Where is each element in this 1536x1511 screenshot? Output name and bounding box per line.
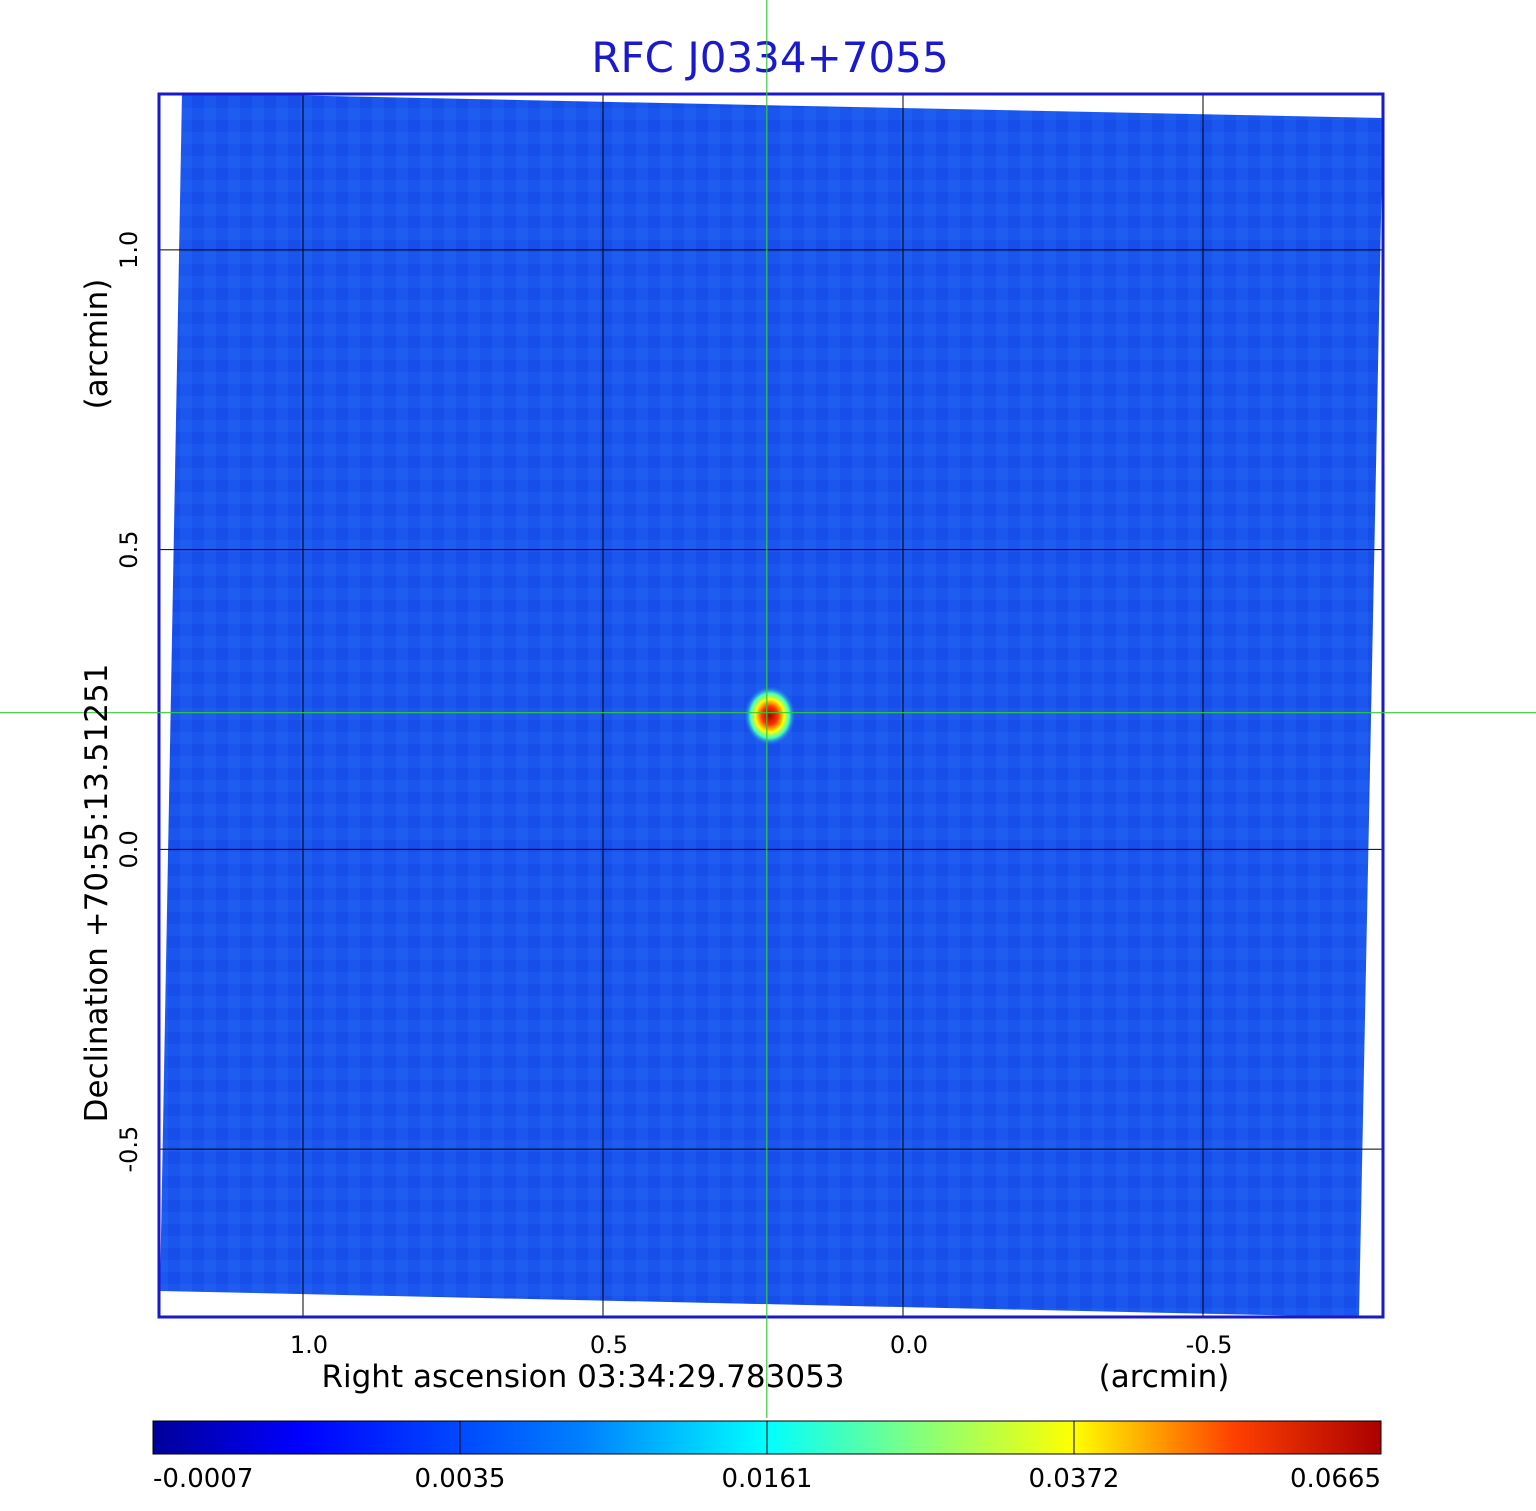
y-tick-label: 1.0 (115, 231, 143, 269)
x-tick-label: 0.0 (890, 1331, 928, 1359)
y-tick-label: -0.5 (115, 1126, 143, 1173)
source-peak (743, 685, 796, 746)
colorbar-tick-label: -0.0007 (153, 1464, 253, 1494)
y-tick-label: 0.0 (115, 830, 143, 868)
coordinate-grid (159, 94, 1383, 1317)
x-tick-labels: 1.0 0.5 0.0 -0.5 (290, 1331, 1233, 1359)
colorbar-tick-label: 0.0372 (1029, 1464, 1120, 1494)
y-axis-label: Declination +70:55:13.51251 (79, 664, 115, 1123)
plot-frame (157, 92, 1385, 1319)
crosshair (0, 0, 1536, 1418)
colorbar-tick-labels: -0.0007 0.0035 0.0161 0.0372 0.0665 (152, 1421, 1382, 1494)
chart-title: RFC J0334+7055 (591, 33, 948, 82)
y-tick-labels: 1.0 0.5 0.0 -0.5 (115, 231, 143, 1173)
colorbar-tick-label: 0.0665 (1290, 1464, 1381, 1494)
x-tick-label: -0.5 (1186, 1331, 1233, 1359)
x-tick-label: 0.5 (590, 1331, 628, 1359)
y-axis-unit: (arcmin) (79, 279, 115, 410)
x-axis-label: Right ascension 03:34:29.783053 (321, 1359, 844, 1395)
x-tick-label: 1.0 (290, 1331, 328, 1359)
colorbar-tick-label: 0.0035 (415, 1464, 506, 1494)
y-tick-label: 0.5 (115, 531, 143, 569)
x-axis-unit: (arcmin) (1099, 1359, 1230, 1395)
image-field (160, 93, 1383, 1317)
colorbar-tick-label: 0.0161 (722, 1464, 813, 1494)
